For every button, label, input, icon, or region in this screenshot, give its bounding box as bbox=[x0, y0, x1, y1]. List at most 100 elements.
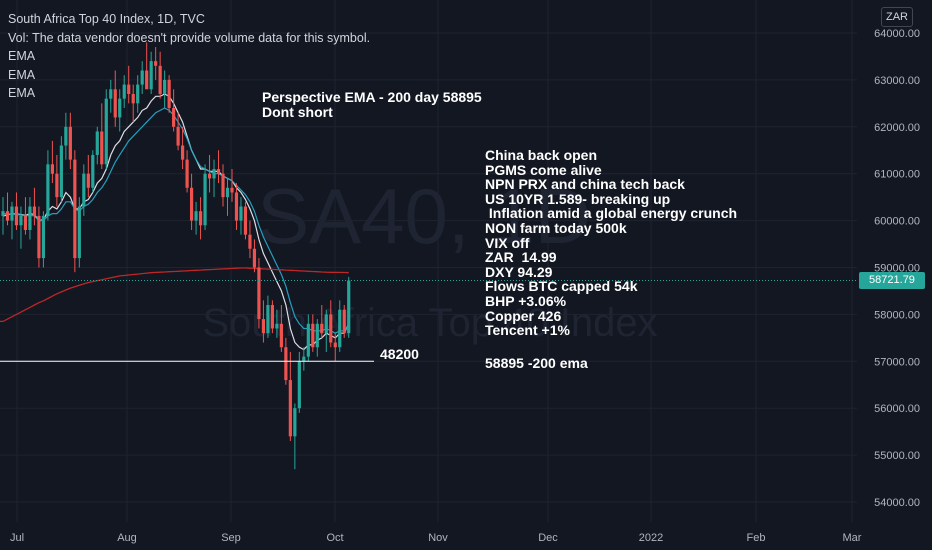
candle bbox=[324, 309, 328, 352]
candle bbox=[55, 154, 59, 207]
candle bbox=[167, 75, 171, 113]
x-tick-label: Nov bbox=[428, 532, 448, 544]
candle-body bbox=[185, 159, 189, 188]
x-tick-label: Sep bbox=[221, 532, 241, 544]
candle bbox=[320, 305, 324, 338]
candle-body bbox=[189, 187, 194, 221]
x-tick-label: Jul bbox=[10, 532, 24, 544]
candle bbox=[297, 351, 301, 413]
candle-body bbox=[194, 211, 198, 221]
indicator-ema-2[interactable]: EMA bbox=[8, 67, 36, 82]
candle-body bbox=[55, 173, 59, 198]
candle-body bbox=[230, 187, 234, 193]
commentary-line: NPN PRX and china tech back bbox=[485, 176, 685, 193]
candle bbox=[37, 206, 41, 268]
y-tick-label: 60000.00 bbox=[874, 216, 920, 228]
symbol-line: South Africa Top 40 Index, 1D, TVC bbox=[8, 12, 205, 26]
candle-body bbox=[82, 173, 86, 207]
candle-body bbox=[131, 93, 135, 104]
candle bbox=[64, 112, 68, 160]
candle bbox=[198, 197, 203, 240]
candle bbox=[248, 220, 252, 259]
note-ema-line: Perspective EMA - 200 day 58895 bbox=[262, 89, 482, 105]
commentary-line: Inflation amid a global energy crunch bbox=[485, 205, 738, 222]
candle bbox=[347, 276, 351, 338]
candle-body bbox=[347, 280, 351, 334]
candle bbox=[203, 164, 207, 230]
candle-body bbox=[176, 126, 180, 146]
candle-body bbox=[19, 215, 23, 226]
candle-body bbox=[207, 173, 212, 179]
market-commentary: China back open PGMS come alive NPN PRX an… bbox=[485, 148, 737, 338]
watermark-name: South Africa Top 40 Index bbox=[202, 301, 657, 345]
candle bbox=[154, 47, 158, 80]
ema-note: 58895 -200 ema bbox=[485, 355, 588, 371]
y-tick-label: 61000.00 bbox=[874, 169, 920, 181]
candle-body bbox=[248, 234, 252, 249]
commentary-line: China back open bbox=[485, 147, 598, 163]
candle-body bbox=[311, 323, 315, 348]
candle-body bbox=[338, 309, 342, 348]
candle-body bbox=[91, 154, 95, 188]
candle bbox=[149, 51, 153, 94]
commentary-line: NON farm today 500k bbox=[485, 219, 627, 236]
candle bbox=[73, 150, 77, 273]
candle bbox=[32, 187, 37, 226]
currency-button[interactable]: ZAR bbox=[881, 7, 913, 27]
candle bbox=[118, 89, 122, 132]
candle bbox=[131, 84, 135, 123]
candle-body bbox=[127, 84, 131, 94]
y-tick-label: 56000.00 bbox=[874, 403, 920, 415]
candle-body bbox=[234, 192, 239, 221]
candle-body bbox=[145, 70, 149, 90]
commentary-line: Flows BTC capped 54k bbox=[485, 278, 638, 295]
candle-body bbox=[73, 159, 77, 259]
commentary-line: US 10YR 1.589- breaking up bbox=[485, 190, 671, 207]
candle-body bbox=[243, 206, 248, 235]
candle bbox=[230, 169, 234, 202]
y-tick-label: 58000.00 bbox=[874, 309, 920, 321]
candle-body bbox=[46, 164, 50, 216]
candle bbox=[288, 351, 292, 442]
x-tick-label: Mar bbox=[843, 532, 862, 544]
y-tick-label: 54000.00 bbox=[874, 497, 920, 509]
candle-body bbox=[100, 131, 104, 165]
candle bbox=[158, 51, 162, 99]
candle bbox=[234, 183, 239, 230]
candle-body bbox=[172, 108, 176, 127]
commentary-line: BHP +3.06% bbox=[485, 292, 567, 309]
candle-body bbox=[37, 215, 41, 259]
commentary-line: PGMS come alive bbox=[485, 161, 602, 178]
support-label: 48200 bbox=[380, 346, 419, 362]
candle bbox=[109, 79, 113, 113]
candle-body bbox=[261, 319, 266, 334]
ema-line-2 bbox=[2, 107, 350, 334]
y-tick-label: 64000.00 bbox=[874, 28, 920, 40]
candle bbox=[91, 150, 95, 193]
candle-body bbox=[333, 342, 337, 348]
candle bbox=[221, 164, 225, 207]
candle-body bbox=[64, 126, 68, 146]
candle-body bbox=[68, 126, 72, 160]
candle bbox=[5, 192, 10, 226]
candle-body bbox=[14, 206, 19, 226]
note-dont-short: Dont short bbox=[262, 103, 333, 120]
candle bbox=[266, 295, 270, 338]
candle bbox=[333, 333, 337, 362]
candle bbox=[113, 70, 117, 127]
candle bbox=[185, 150, 189, 193]
candle-body bbox=[306, 323, 310, 357]
candle-body bbox=[329, 314, 333, 343]
candle bbox=[270, 300, 274, 334]
candle bbox=[315, 319, 319, 357]
commentary-line: DXY 94.29 bbox=[485, 263, 553, 280]
candle-body bbox=[10, 206, 14, 221]
ema-lines bbox=[0, 93, 350, 351]
candle-body bbox=[167, 79, 171, 109]
candle-body bbox=[163, 79, 167, 94]
indicator-ema-3[interactable]: EMA bbox=[8, 86, 36, 100]
indicator-ema-1[interactable]: EMA bbox=[8, 49, 36, 63]
candle bbox=[82, 164, 86, 216]
time-axis[interactable]: Jul Aug Sep Oct Nov Dec 2022 Feb Mar bbox=[10, 532, 862, 544]
